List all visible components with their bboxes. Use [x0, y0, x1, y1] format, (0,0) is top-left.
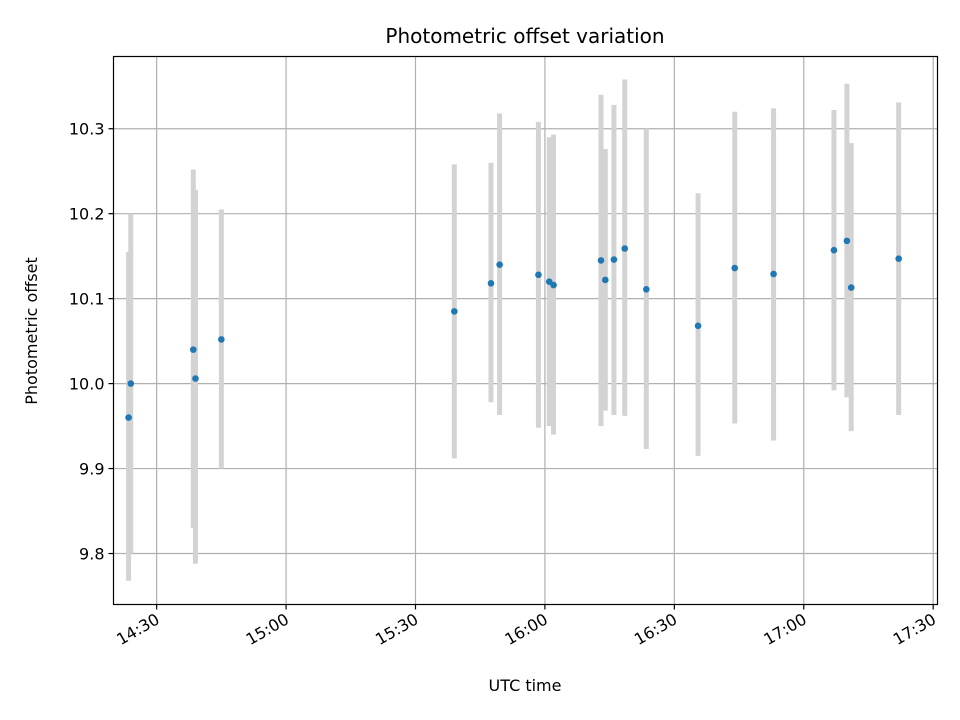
data-point-20 — [843, 237, 851, 245]
y-tick-label-2: 10.0 — [69, 375, 105, 394]
data-point-11 — [597, 257, 605, 264]
y-tick-label-1: 9.9 — [79, 460, 104, 479]
data-point-17 — [731, 264, 739, 272]
data-point-15 — [642, 285, 650, 293]
y-tick-label-5: 10.3 — [69, 120, 105, 139]
data-point-7 — [496, 261, 503, 268]
data-point-6 — [487, 280, 495, 287]
data-point-2 — [190, 346, 197, 353]
data-point-12 — [602, 276, 609, 284]
y-tick-label-3: 10.1 — [69, 290, 105, 309]
data-point-22 — [895, 255, 902, 263]
x-tick-label-1: 15:00 — [243, 610, 292, 650]
y-tick-label-4: 10.2 — [69, 205, 105, 224]
errorbar-layer — [126, 79, 902, 581]
data-point-21 — [847, 284, 855, 291]
data-point-18 — [770, 270, 777, 278]
x-axis: 14:30 15:00 15:30 16:00 16:30 17:00 17:30 — [113, 604, 939, 650]
y-axis: 9.8 9.9 10.0 10.1 10.2 10.3 — [69, 120, 114, 564]
x-tick-label-4: 16:30 — [631, 610, 680, 650]
x-tick-label-5: 17:00 — [760, 610, 809, 650]
y-axis-title: Photometric offset — [22, 257, 41, 405]
data-point-16 — [694, 322, 702, 330]
data-point-1 — [127, 380, 135, 387]
point-layer — [125, 237, 902, 421]
plot-frame — [112, 55, 939, 606]
data-point-19 — [830, 246, 838, 254]
data-point-5 — [451, 308, 458, 315]
data-point-4 — [218, 336, 225, 343]
data-point-10 — [550, 281, 557, 289]
data-point-3 — [192, 375, 199, 382]
data-point-13 — [610, 256, 618, 263]
x-tick-label-0: 14:30 — [113, 610, 162, 650]
data-point-8 — [535, 271, 542, 279]
x-tick-label-2: 15:30 — [372, 610, 421, 650]
x-tick-label-3: 16:00 — [501, 610, 550, 650]
data-point-14 — [621, 245, 629, 252]
grid-layer — [113, 56, 938, 605]
y-tick-label-0: 9.8 — [79, 545, 104, 564]
chart-title: Photometric offset variation — [385, 24, 664, 48]
data-point-0 — [125, 414, 132, 421]
x-tick-label-6: 17:30 — [890, 610, 939, 650]
x-axis-title: UTC time — [489, 676, 562, 695]
